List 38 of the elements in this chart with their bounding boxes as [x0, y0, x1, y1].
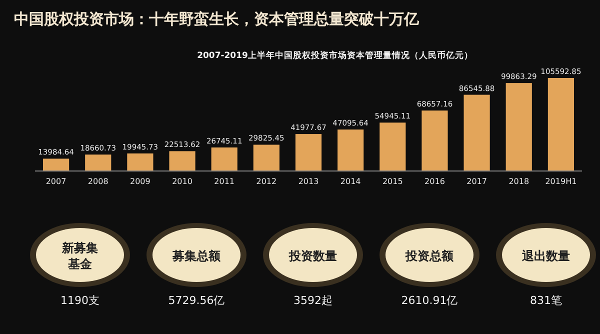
text: 新募集基金 — [61, 241, 98, 271]
x-tick-label: 2017 — [466, 177, 487, 186]
bar — [506, 83, 532, 171]
bar — [380, 122, 406, 171]
text: 831笔 — [530, 294, 562, 307]
bar — [253, 144, 280, 171]
bar — [295, 134, 322, 171]
x-tick-label: 2007 — [46, 177, 66, 186]
x-tick-label: 2008 — [88, 177, 108, 186]
chart-subtitle: 2007-2019上半年中国股权投资市场资本管理量情况（人民币亿元） — [197, 50, 473, 61]
bar — [464, 94, 490, 171]
bar — [211, 147, 238, 171]
x-tick-label: 2018 — [508, 177, 530, 186]
text: 2610.91亿 — [401, 294, 458, 307]
bar — [42, 158, 70, 171]
text: 3592起 — [294, 294, 332, 307]
x-tick-label: 2009 — [130, 177, 150, 186]
bar — [127, 153, 154, 171]
text: 5729.56亿 — [168, 294, 225, 307]
x-tick-label: 2015 — [382, 177, 403, 186]
text: 募集总额 — [172, 249, 222, 263]
x-tick-label: 2019H1 — [545, 177, 577, 186]
text: 1190支 — [60, 294, 100, 307]
bar — [338, 130, 364, 171]
text: 退出数量 — [521, 249, 570, 263]
text: 投资总额 — [404, 249, 454, 263]
bar — [169, 151, 196, 171]
bar — [548, 78, 574, 171]
bar — [85, 154, 112, 171]
bar — [422, 110, 448, 171]
chart-title: 中国股权投资市场：十年野蛮生长，资本管理总量突破十万亿 — [14, 10, 420, 28]
x-tick-label: 2014 — [340, 177, 361, 186]
x-tick-label: 2010 — [172, 177, 192, 186]
x-tick-label: 2016 — [424, 177, 445, 186]
text: 投资数量 — [288, 249, 337, 263]
x-tick-label: 2012 — [256, 177, 277, 186]
x-tick-label: 2011 — [214, 177, 235, 186]
x-tick-label: 2013 — [298, 177, 319, 186]
